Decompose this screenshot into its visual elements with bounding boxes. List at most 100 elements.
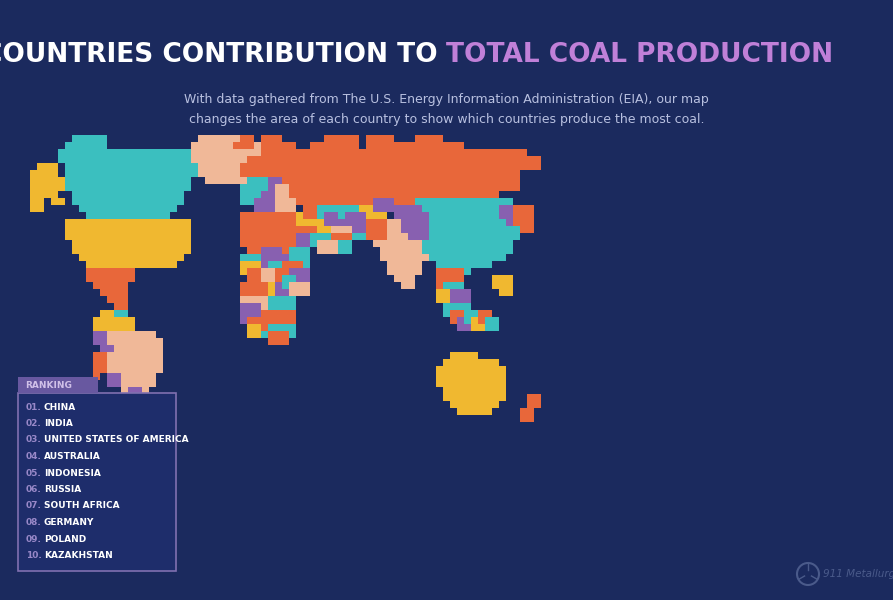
Bar bbox=[331, 226, 352, 240]
Bar bbox=[394, 268, 415, 282]
Bar bbox=[233, 142, 247, 149]
Bar bbox=[352, 219, 366, 233]
Text: 02.: 02. bbox=[26, 419, 42, 428]
Bar bbox=[387, 254, 422, 275]
Text: 03.: 03. bbox=[26, 436, 42, 445]
Bar bbox=[331, 233, 352, 247]
Bar bbox=[100, 345, 114, 352]
Bar bbox=[499, 282, 513, 296]
Bar bbox=[471, 317, 492, 331]
Bar bbox=[394, 142, 429, 149]
Bar bbox=[37, 177, 72, 191]
Bar bbox=[247, 324, 261, 338]
Bar bbox=[107, 331, 156, 345]
Bar bbox=[65, 156, 198, 177]
Bar bbox=[485, 317, 499, 331]
Bar bbox=[296, 191, 317, 205]
Bar bbox=[65, 219, 191, 240]
Bar bbox=[100, 282, 128, 296]
Bar bbox=[310, 142, 338, 156]
Bar bbox=[268, 282, 296, 296]
Bar bbox=[422, 233, 513, 254]
Bar bbox=[100, 310, 128, 324]
Bar bbox=[268, 331, 289, 345]
Bar bbox=[100, 324, 135, 338]
Bar bbox=[506, 149, 527, 163]
Bar bbox=[317, 240, 338, 254]
Bar bbox=[100, 408, 121, 422]
Bar bbox=[492, 275, 513, 289]
Bar bbox=[303, 205, 324, 219]
Bar bbox=[254, 198, 275, 212]
Bar bbox=[247, 240, 303, 261]
Bar bbox=[338, 240, 352, 254]
Bar bbox=[261, 135, 282, 149]
Bar bbox=[261, 268, 282, 282]
Bar bbox=[436, 289, 450, 303]
Bar bbox=[240, 282, 268, 303]
Bar bbox=[177, 156, 191, 163]
Text: RUSSIA: RUSSIA bbox=[44, 485, 81, 494]
Text: 01.: 01. bbox=[26, 403, 42, 412]
Bar bbox=[30, 184, 58, 198]
Bar bbox=[296, 233, 324, 247]
Text: 09.: 09. bbox=[26, 535, 42, 544]
Text: 05.: 05. bbox=[26, 469, 42, 478]
Bar bbox=[247, 268, 275, 282]
Bar bbox=[93, 352, 107, 373]
Bar bbox=[198, 135, 254, 149]
Bar bbox=[261, 324, 296, 338]
Bar bbox=[107, 352, 163, 373]
Text: RANKING: RANKING bbox=[25, 380, 71, 389]
Bar bbox=[436, 254, 492, 268]
Bar bbox=[366, 226, 387, 240]
Bar bbox=[247, 170, 261, 177]
Bar bbox=[254, 156, 296, 177]
Bar bbox=[240, 254, 268, 268]
Bar bbox=[212, 177, 240, 184]
Bar bbox=[114, 366, 156, 387]
Bar bbox=[436, 268, 464, 289]
Bar bbox=[86, 254, 177, 268]
Bar bbox=[380, 219, 422, 233]
Bar bbox=[79, 149, 191, 163]
Bar bbox=[261, 282, 275, 296]
Text: AUSTRALIA: AUSTRALIA bbox=[44, 452, 101, 461]
Bar bbox=[310, 198, 464, 212]
Bar bbox=[499, 163, 513, 177]
Bar bbox=[296, 226, 317, 240]
Bar bbox=[373, 198, 394, 212]
Bar bbox=[450, 352, 478, 366]
Bar bbox=[72, 135, 107, 149]
Bar bbox=[240, 261, 261, 275]
Bar bbox=[121, 380, 149, 394]
Bar bbox=[443, 254, 471, 275]
Bar bbox=[443, 359, 499, 373]
Bar bbox=[443, 303, 471, 317]
Bar bbox=[93, 212, 163, 219]
Bar bbox=[58, 149, 72, 163]
Bar bbox=[324, 212, 352, 226]
Bar bbox=[282, 191, 303, 205]
Text: TOTAL COAL PRODUCTION: TOTAL COAL PRODUCTION bbox=[446, 42, 834, 68]
Bar bbox=[282, 240, 303, 254]
Bar bbox=[282, 261, 303, 275]
Bar bbox=[408, 226, 429, 240]
Bar bbox=[345, 212, 366, 226]
Text: 06.: 06. bbox=[26, 485, 42, 494]
FancyBboxPatch shape bbox=[18, 393, 176, 571]
Bar bbox=[408, 205, 520, 226]
Bar bbox=[107, 373, 121, 387]
Bar bbox=[366, 219, 387, 233]
Text: POLAND: POLAND bbox=[44, 535, 87, 544]
Bar bbox=[520, 156, 541, 170]
Text: 07.: 07. bbox=[26, 502, 42, 511]
Bar bbox=[520, 408, 534, 422]
Bar bbox=[247, 170, 303, 191]
Bar bbox=[415, 198, 513, 212]
Bar bbox=[30, 198, 44, 212]
Text: COUNTRIES CONTRIBUTION TO: COUNTRIES CONTRIBUTION TO bbox=[0, 42, 446, 68]
Bar bbox=[93, 331, 107, 345]
FancyBboxPatch shape bbox=[18, 377, 98, 393]
Bar bbox=[289, 247, 310, 268]
